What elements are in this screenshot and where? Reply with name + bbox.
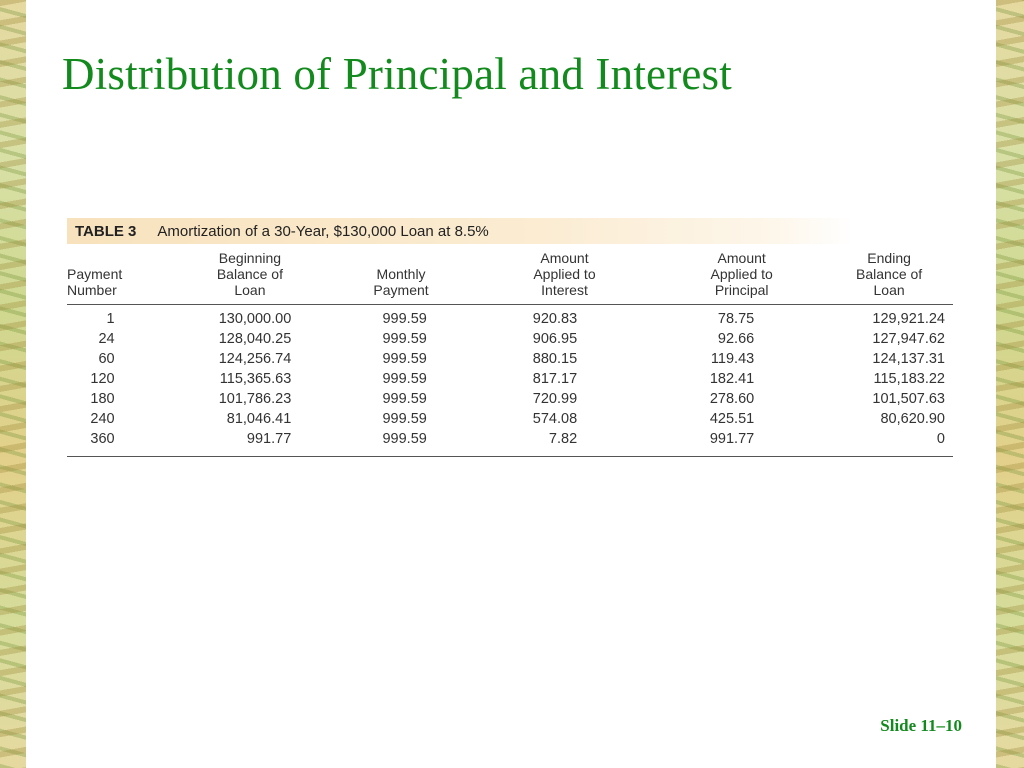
monthly-payment-cell: 999.59 — [382, 331, 427, 347]
table-row: 360 991.77 999.59 7.82 991.77 0 — [67, 429, 953, 457]
monthly-payment-cell: 999.59 — [382, 311, 427, 327]
header-beginning-balance: Beginning Balance of Loan — [168, 250, 332, 305]
principal-cell: 991.77 — [658, 429, 826, 457]
payment-number-cell: 180 — [90, 391, 115, 407]
monthly-payment-cell: 999.59 — [382, 351, 427, 367]
ending-balance-cell: 0 — [825, 429, 953, 457]
principal-cell: 278.60 — [709, 391, 755, 407]
table-caption: TABLE 3 Amortization of a 30-Year, $130,… — [67, 218, 853, 244]
decorative-border-right — [996, 0, 1024, 768]
ending-balance-cell: 129,921.24 — [872, 311, 945, 327]
principal-cell: 425.51 — [709, 411, 755, 427]
payment-number-cell: 24 — [98, 331, 115, 347]
ending-balance-cell: 124,137.31 — [872, 351, 945, 367]
payment-number-cell: 1 — [106, 311, 115, 327]
slide-title: Distribution of Principal and Interest — [62, 49, 732, 99]
interest-cell: 574.08 — [532, 411, 578, 427]
monthly-payment-cell: 999.59 — [331, 429, 471, 457]
principal-cell: 119.43 — [710, 351, 755, 367]
beginning-balance-cell: 115,365.63 — [219, 371, 292, 387]
interest-cell: 720.99 — [532, 391, 578, 407]
payment-number-cell: 240 — [90, 411, 115, 427]
interest-cell: 906.95 — [532, 331, 578, 347]
header-amount-interest: Amount Applied to Interest — [470, 250, 659, 305]
beginning-balance-cell: 81,046.41 — [226, 411, 292, 427]
table-row: 240 81,046.41 999.59 574.08 425.51 80,620.90 — [67, 409, 953, 429]
slide-number: Slide 11–10 — [880, 716, 962, 735]
table-row: 120 115,365.63 999.59 817.17 182.41 115,183.2… — [67, 369, 953, 389]
decorative-border-left — [0, 0, 26, 768]
beginning-balance-cell: 130,000.00 — [218, 311, 292, 327]
principal-cell: 78.75 — [717, 311, 755, 327]
monthly-payment-cell: 999.59 — [382, 371, 427, 387]
beginning-balance-cell: 991.77 — [168, 429, 332, 457]
ending-balance-cell: 127,947.62 — [872, 331, 945, 347]
amortization-table: Payment Number Beginning Balance of Loan… — [67, 250, 953, 457]
table-row: 1 130,000.00 999.59 920.83 78.75 129,921.24 — [67, 305, 953, 330]
principal-cell: 92.66 — [717, 331, 755, 347]
ending-balance-cell: 101,507.63 — [872, 391, 945, 407]
header-amount-principal: Amount Applied to Principal — [658, 250, 826, 305]
beginning-balance-cell: 128,040.25 — [218, 331, 292, 347]
principal-cell: 182.41 — [709, 371, 755, 387]
monthly-payment-cell: 999.59 — [382, 411, 427, 427]
table-row: 180 101,786.23 999.59 720.99 278.60 101,507.6… — [67, 389, 953, 409]
table-body: 1 130,000.00 999.59 920.83 78.75 129,921.24 24… — [67, 305, 953, 457]
interest-cell: 7.82 — [470, 429, 659, 457]
beginning-balance-cell: 101,786.23 — [218, 391, 292, 407]
table-title: Amortization of a 30-Year, $130,000 Loan… — [157, 222, 489, 240]
beginning-balance-cell: 124,256.74 — [218, 351, 292, 367]
table-row: 24 128,040.25 999.59 906.95 92.66 127,947.62 — [67, 329, 953, 349]
table-label: TABLE 3 — [75, 222, 137, 240]
payment-number-cell: 360 — [67, 429, 169, 457]
table-header-row: Payment Number Beginning Balance of Loan… — [67, 250, 953, 305]
header-payment-number: Payment Number — [67, 250, 169, 305]
header-ending-balance: Ending Balance of Loan — [825, 250, 953, 305]
interest-cell: 817.17 — [532, 371, 578, 387]
table-row: 60 124,256.74 999.59 880.15 119.43 124,137.31 — [67, 349, 953, 369]
monthly-payment-cell: 999.59 — [382, 391, 427, 407]
ending-balance-cell: 80,620.90 — [880, 411, 945, 427]
header-monthly-payment: Monthly Payment — [331, 250, 471, 305]
interest-cell: 880.15 — [532, 351, 578, 367]
payment-number-cell: 120 — [90, 371, 115, 387]
payment-number-cell: 60 — [98, 351, 115, 367]
ending-balance-cell: 115,183.22 — [873, 371, 946, 387]
interest-cell: 920.83 — [532, 311, 578, 327]
